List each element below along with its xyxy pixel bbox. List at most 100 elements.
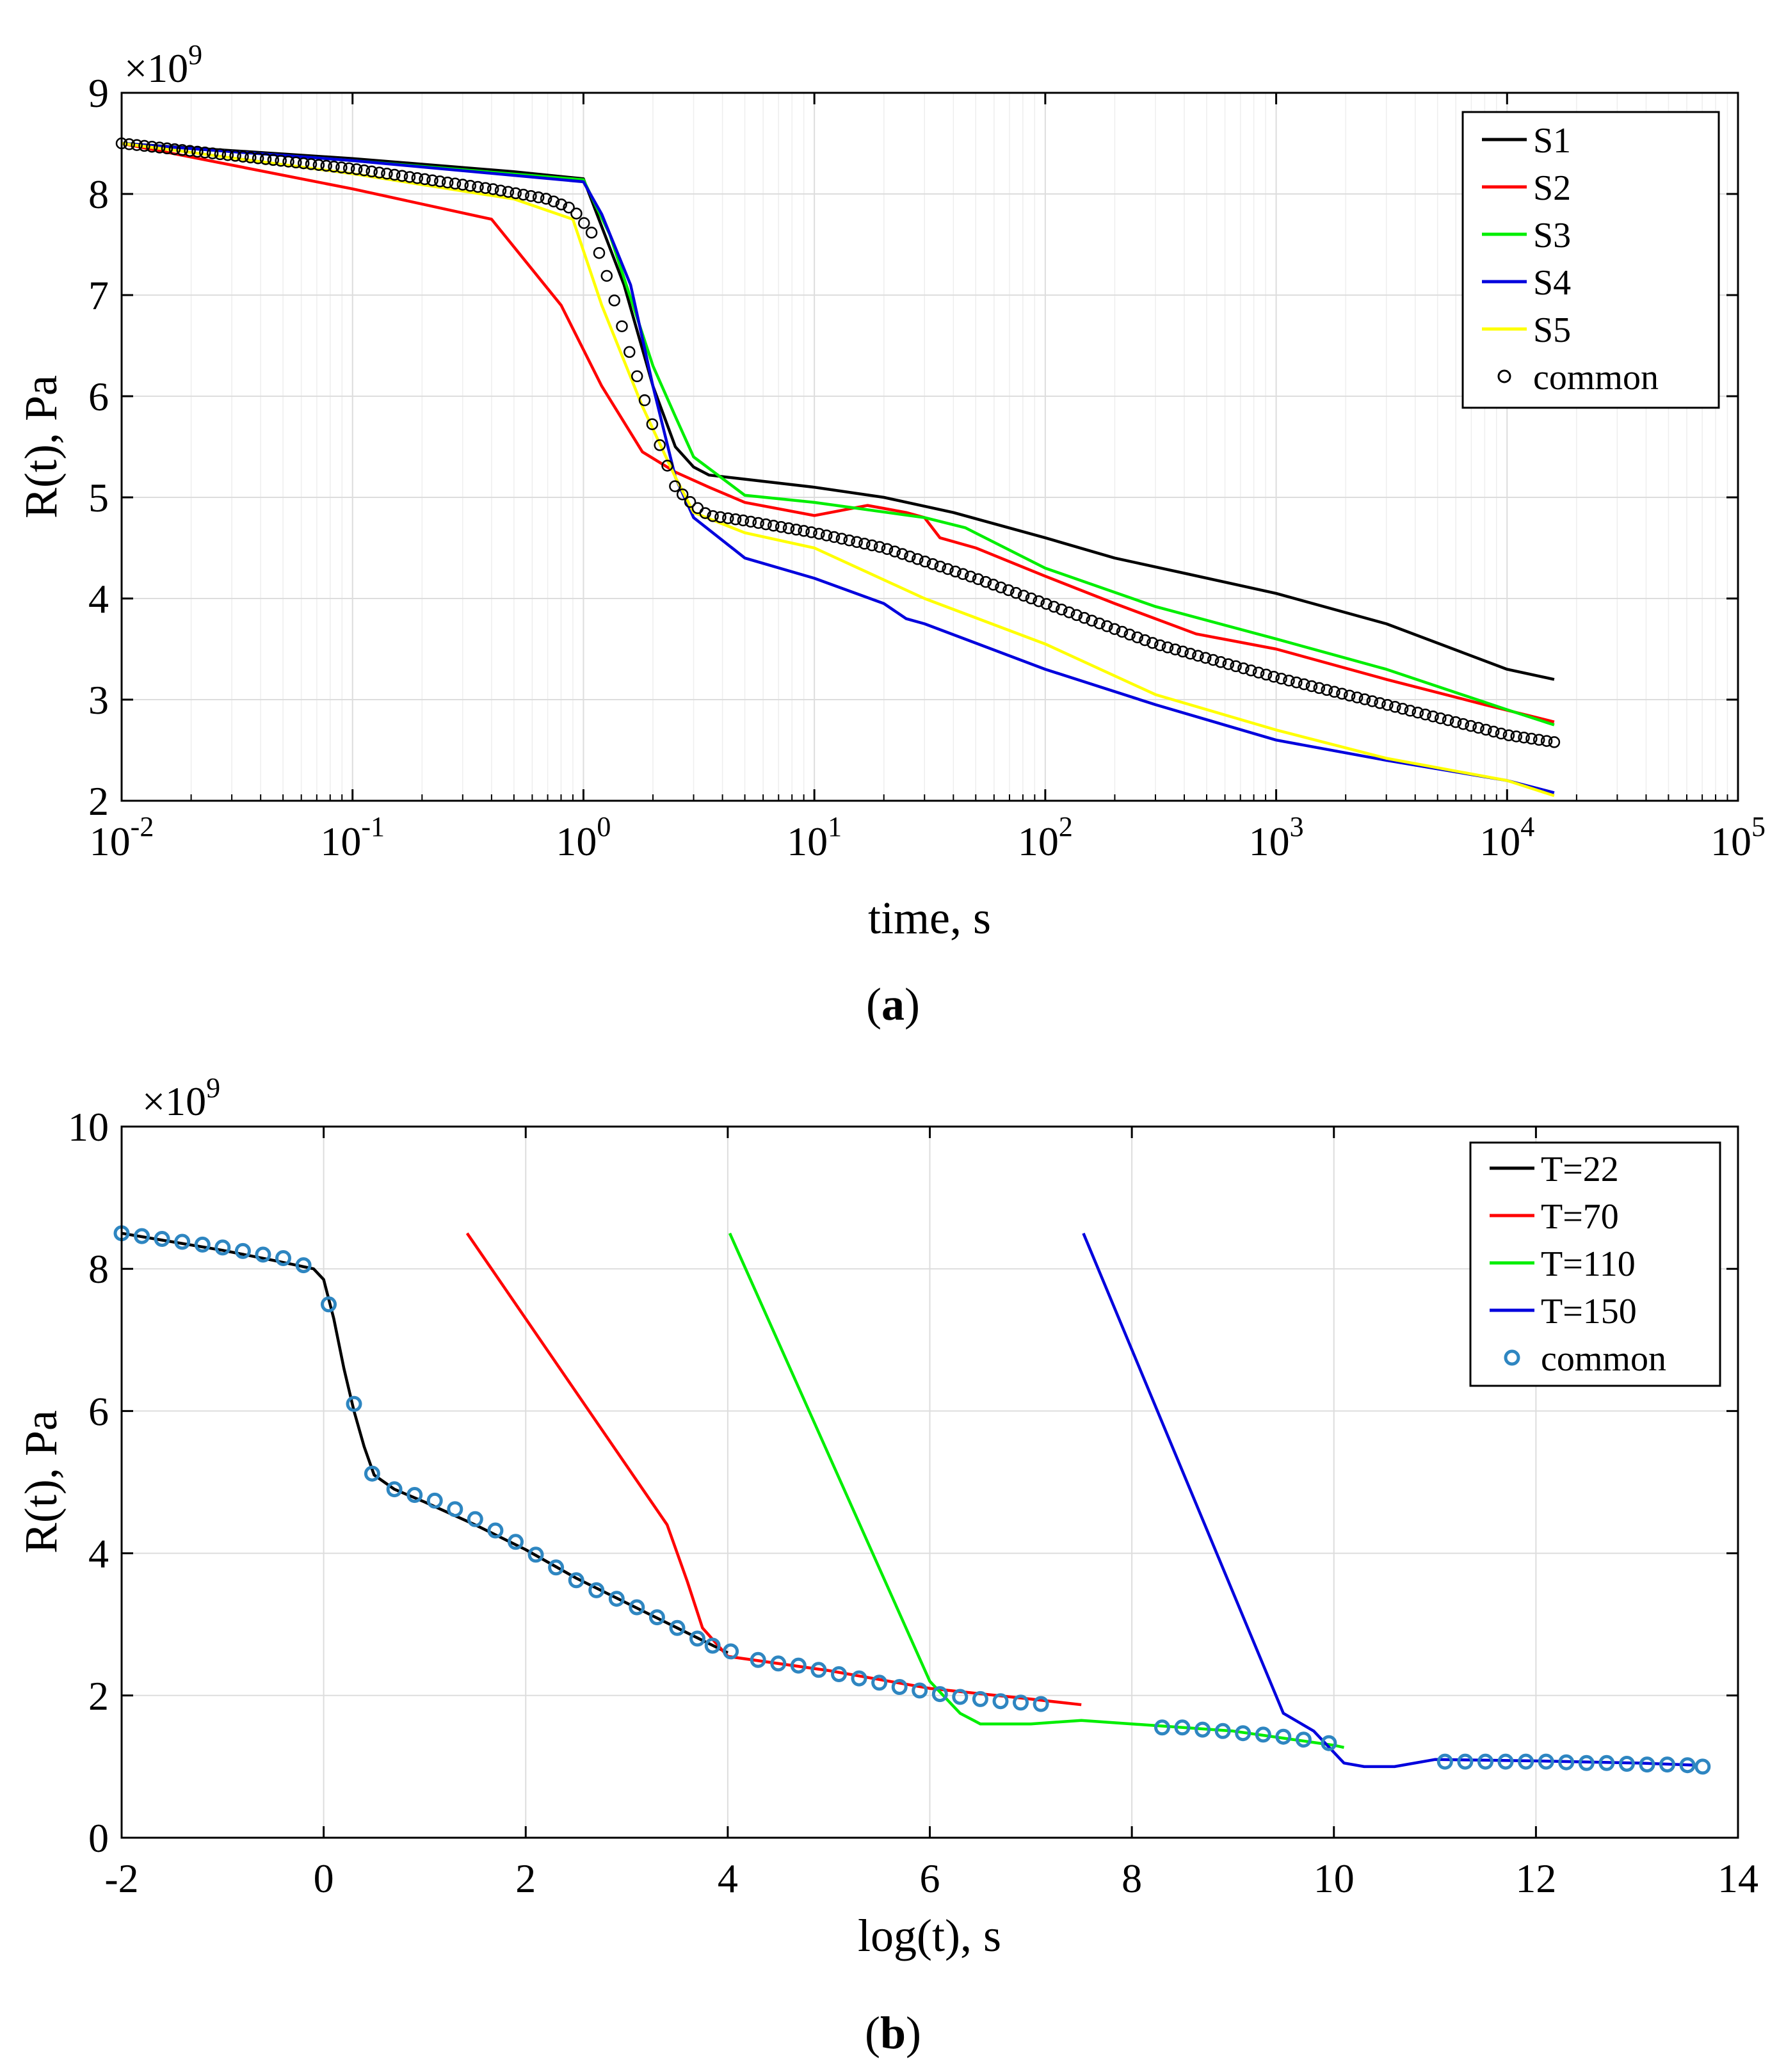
legend-label-common: common <box>1541 1339 1666 1379</box>
data-point <box>328 161 340 173</box>
data-point <box>750 1651 766 1668</box>
data-point <box>1442 714 1454 727</box>
data-point <box>669 1619 686 1636</box>
legend-label-s1: S1 <box>1533 121 1571 161</box>
data-point <box>896 548 908 560</box>
data-point <box>707 510 719 522</box>
data-point <box>851 536 863 549</box>
legend-label-common: common <box>1533 358 1659 398</box>
y-tick-label: 10 <box>68 1104 109 1150</box>
data-point <box>1336 687 1348 700</box>
data-point <box>1040 598 1052 610</box>
y-tick-label: 8 <box>88 172 109 217</box>
data-point <box>1283 674 1295 687</box>
data-point <box>1472 721 1484 734</box>
data-point <box>295 1257 312 1274</box>
data-point <box>464 180 476 192</box>
legend-swatch-common <box>1504 1349 1520 1366</box>
data-point <box>1457 1753 1474 1770</box>
legend-label-s4: S4 <box>1533 263 1571 303</box>
data-point <box>508 1534 524 1550</box>
data-point <box>532 191 545 204</box>
data-point <box>891 1679 908 1695</box>
data-point <box>255 1246 271 1263</box>
y-tick-label: 2 <box>88 1673 109 1719</box>
data-point <box>770 1655 787 1672</box>
data-point <box>479 182 492 194</box>
data-point <box>174 1233 191 1250</box>
data-point <box>191 145 204 158</box>
data-point <box>813 527 825 540</box>
panel-a-series <box>115 137 1561 798</box>
y-tick-label: 6 <box>88 374 109 419</box>
data-point <box>1235 1725 1251 1742</box>
legend-label-t-150: T=150 <box>1541 1292 1637 1331</box>
panel-a-legend-box <box>1461 111 1720 409</box>
panel-a-legend-items: S1 S2 S3 S4 S5 common <box>1482 121 1659 398</box>
data-point <box>616 320 628 332</box>
data-point <box>851 1670 867 1687</box>
data-point <box>972 1691 988 1707</box>
data-point <box>1214 1723 1231 1739</box>
data-point <box>623 346 636 358</box>
data-point <box>346 1395 362 1412</box>
data-point <box>1161 641 1174 654</box>
data-point <box>805 526 817 538</box>
data-point <box>1578 1755 1595 1771</box>
data-point <box>1017 590 1030 602</box>
y-tick-label: 5 <box>88 475 109 520</box>
data-point <box>782 522 795 534</box>
data-point <box>570 207 583 220</box>
series-markers-common <box>115 137 1561 748</box>
data-point <box>1184 647 1196 660</box>
panel-a-x-axis-label: time, s <box>868 892 991 944</box>
data-point <box>275 154 287 167</box>
data-point <box>1154 1719 1170 1736</box>
data-point <box>358 164 371 177</box>
data-point <box>790 1657 807 1674</box>
x-tick-label: 103 <box>1249 811 1304 864</box>
data-point <box>1404 705 1417 717</box>
data-point <box>555 198 568 211</box>
data-point <box>229 150 241 162</box>
data-point <box>1558 1754 1575 1771</box>
data-point <box>992 1693 1009 1710</box>
data-point <box>487 183 499 195</box>
data-point <box>441 176 454 189</box>
data-point <box>237 150 249 163</box>
data-point <box>979 575 992 588</box>
data-point <box>1123 629 1136 641</box>
data-point <box>568 1572 584 1589</box>
data-point <box>1321 1735 1337 1751</box>
data-point <box>744 515 757 528</box>
data-point <box>600 269 613 282</box>
panel-b-y-multiplier: ×109 <box>142 1072 220 1124</box>
data-point <box>1192 650 1204 662</box>
panel-b-axes-box <box>120 1125 1739 1839</box>
x-tick-label: 8 <box>1122 1856 1142 1901</box>
data-point <box>389 168 401 181</box>
data-point <box>648 1609 665 1626</box>
x-tick-label: 10-2 <box>90 811 154 864</box>
x-tick-label: 4 <box>718 1856 738 1901</box>
data-point <box>722 512 734 524</box>
data-point <box>828 531 841 543</box>
data-point <box>964 570 977 582</box>
data-point <box>912 1682 928 1699</box>
data-point <box>704 1637 721 1654</box>
data-point <box>1366 695 1378 707</box>
data-point <box>1495 727 1508 740</box>
data-point <box>942 563 954 575</box>
data-point <box>1010 587 1022 599</box>
data-point <box>1033 1696 1049 1712</box>
x-tick-label: 102 <box>1018 811 1073 864</box>
data-point <box>419 173 431 186</box>
data-point <box>366 165 378 178</box>
data-point <box>1497 1753 1514 1770</box>
series-markers-common <box>113 1225 1711 1775</box>
data-point <box>245 151 257 164</box>
y-tick-label: 3 <box>88 677 109 723</box>
data-point <box>1305 680 1318 693</box>
panel-b-x-tick-labels: -2 0 2 4 6 8 10 12 14 <box>104 1856 1758 1901</box>
data-point <box>1313 682 1326 695</box>
